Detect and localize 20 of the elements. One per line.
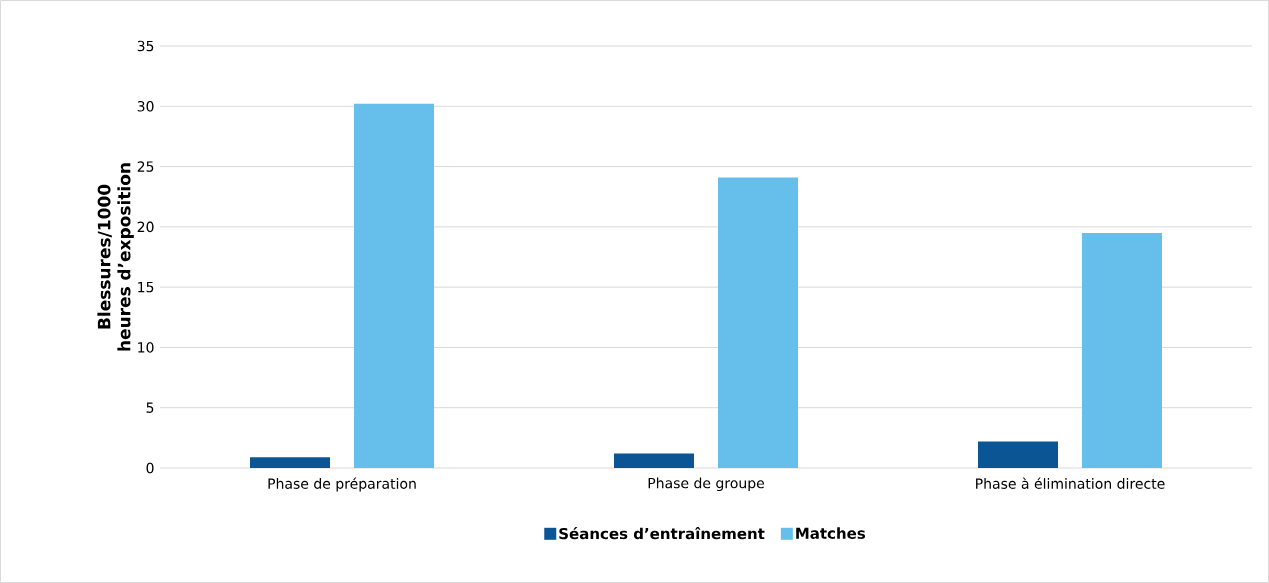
bar <box>354 103 434 468</box>
y-tick-label: 10 <box>138 342 154 353</box>
y-tick-label: 25 <box>137 161 154 172</box>
legend-label: Séances d’entraînement <box>559 527 765 540</box>
bar <box>977 441 1058 468</box>
y-tick-label: 15 <box>138 281 154 293</box>
x-tick-label: Phase de préparation <box>268 477 416 492</box>
bar <box>718 177 798 468</box>
y-tick-label: 0 <box>146 462 154 474</box>
bar <box>250 457 330 468</box>
x-tick-label: Phase de groupe <box>648 477 765 492</box>
bar <box>1081 232 1162 468</box>
y-tick-label: 20 <box>137 221 154 233</box>
y-tick-label: 5 <box>146 402 154 413</box>
legend-label: Matches <box>796 527 866 539</box>
bar <box>613 453 694 468</box>
y-axis-title: Blessures/1000 heures d’exposition <box>97 163 134 351</box>
x-tick-label: Phase à élimination directe <box>976 477 1165 489</box>
y-tick-label: 30 <box>137 100 154 112</box>
y-tick-label: 35 <box>137 40 154 52</box>
